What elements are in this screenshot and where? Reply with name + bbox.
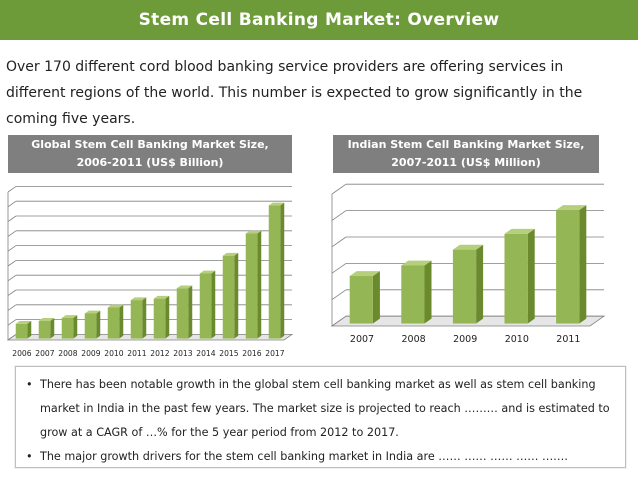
global-gridline	[7, 260, 17, 267]
global-bar	[15, 323, 28, 339]
indian-bar	[556, 210, 580, 324]
global-bar-side	[73, 315, 78, 339]
global-tick-label: 2017	[265, 349, 284, 358]
global-bar	[61, 317, 74, 339]
indian-tick-label: 2009	[453, 334, 477, 345]
key-point-item: The major growth drivers for the stem ce…	[26, 445, 615, 469]
global-bar	[199, 273, 212, 339]
global-bar-side	[142, 297, 147, 339]
global-tick-label: 2016	[242, 349, 261, 358]
global-gridline	[7, 289, 17, 296]
indian-bar	[349, 276, 373, 324]
global-bar	[176, 288, 189, 339]
indian-tick-label: 2010	[505, 334, 529, 345]
indian-chart-title-line1: Indian Stem Cell Banking Market Size,	[347, 138, 585, 151]
global-bar	[130, 300, 143, 339]
global-floor	[6, 333, 294, 341]
key-point-item: There has been notable growth in the glo…	[26, 373, 615, 445]
page-header: Stem Cell Banking Market: Overview	[0, 0, 638, 40]
indian-gridline	[331, 183, 347, 195]
global-bar-top	[61, 315, 78, 318]
global-bar-side	[257, 230, 262, 339]
global-bar-top	[84, 310, 101, 314]
indian-gridline	[331, 263, 347, 274]
global-gridline	[7, 186, 17, 193]
global-gridline	[7, 274, 17, 282]
global-bar-top	[107, 304, 124, 308]
global-bar	[84, 313, 97, 339]
key-points-list: There has been notable growth in the glo…	[16, 373, 625, 469]
indian-tick-label: 2011	[556, 334, 580, 345]
global-bar	[222, 255, 235, 339]
global-tick-label: 2007	[35, 349, 54, 358]
indian-bar-side	[579, 205, 587, 324]
indian-chart-title: Indian Stem Cell Banking Market Size, 20…	[333, 135, 599, 173]
key-points-box: There has been notable growth in the glo…	[15, 366, 626, 469]
indian-tick-label: 2008	[402, 334, 426, 345]
global-tick-label: 2010	[104, 349, 123, 358]
global-tick-label: 2008	[58, 349, 77, 358]
indian-bar	[452, 249, 477, 324]
indian-gridline	[331, 289, 347, 300]
page-title: Stem Cell Banking Market: Overview	[138, 10, 500, 30]
global-bar-side	[96, 310, 101, 339]
global-gridline	[7, 319, 17, 326]
global-bar-top	[176, 285, 193, 289]
indian-chart-title-line2: 2007-2011 (US$ Million)	[391, 156, 541, 169]
global-chart-title-line2: 2006-2011 (US$ Billion)	[76, 156, 224, 169]
global-bar-side	[211, 270, 216, 339]
global-bar	[107, 307, 120, 339]
indian-market-chart: 2007 2008 2009 2010 2011	[330, 183, 606, 345]
global-tick-label: 2015	[219, 349, 238, 358]
global-bar-top	[153, 295, 170, 299]
global-bar	[38, 320, 51, 339]
indian-bar-top	[401, 260, 432, 266]
global-bar	[153, 298, 166, 339]
indian-bar-top	[349, 271, 380, 277]
indian-bar-top	[504, 228, 535, 234]
indian-bar-top	[452, 244, 484, 250]
global-bar-side	[188, 285, 193, 339]
global-bar-top	[199, 270, 216, 274]
indian-bar-top	[556, 205, 587, 211]
global-gridline	[7, 304, 17, 311]
global-bar-side	[280, 202, 285, 339]
global-tick-label: 2011	[127, 349, 146, 358]
global-bar-side	[165, 295, 170, 339]
global-chart-title: Global Stem Cell Banking Market Size, 20…	[8, 135, 292, 173]
indian-bar-side	[372, 271, 380, 324]
global-bar-top	[268, 202, 285, 206]
global-bar-side	[119, 304, 124, 339]
global-market-chart: 2006 2007 2008 2009 2010 2011 2012 2013 2014 2015…	[6, 186, 294, 358]
global-bar-side	[50, 318, 55, 339]
global-bar	[268, 205, 281, 339]
indian-bar-side	[476, 244, 484, 324]
global-bar-top	[130, 297, 147, 301]
global-bar-top	[15, 321, 32, 324]
global-bar-top	[245, 230, 262, 234]
global-bar-side	[234, 252, 239, 339]
global-tick-label: 2009	[81, 349, 100, 358]
global-bar-top	[38, 318, 55, 321]
indian-gridline	[331, 236, 347, 248]
global-gridline	[7, 215, 17, 222]
indian-gridline	[331, 210, 347, 221]
indian-tick-label: 2007	[350, 334, 374, 345]
global-tick-label: 2014	[196, 349, 215, 358]
global-tick-label: 2006	[12, 349, 31, 358]
global-bar-side	[27, 321, 32, 339]
global-chart-title-line1: Global Stem Cell Banking Market Size,	[31, 138, 269, 151]
global-gridline	[7, 230, 17, 237]
indian-bar	[504, 233, 528, 324]
global-bar	[245, 233, 258, 339]
global-gridline	[7, 245, 17, 252]
global-gridline	[7, 200, 17, 208]
global-tick-label: 2013	[173, 349, 192, 358]
indian-bar-side	[424, 260, 432, 324]
global-tick-label: 2012	[150, 349, 169, 358]
global-bar-top	[222, 252, 239, 256]
indian-bar	[401, 265, 425, 324]
intro-paragraph: Over 170 different cord blood banking se…	[6, 59, 583, 127]
indian-bar-side	[527, 228, 535, 324]
